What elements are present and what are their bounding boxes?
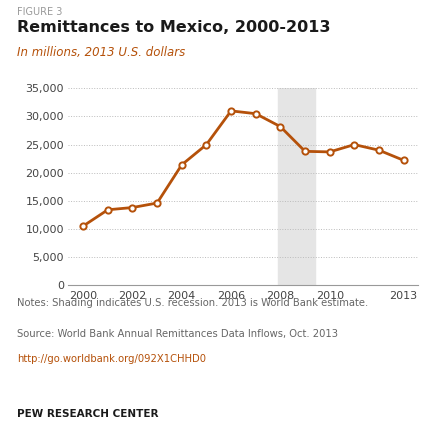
Bar: [277, 88, 314, 285]
Text: Notes: Shading indicates U.S. recession. 2013 is World Bank estimate.: Notes: Shading indicates U.S. recession.…: [17, 298, 368, 309]
Text: Remittances to Mexico, 2000-2013: Remittances to Mexico, 2000-2013: [17, 20, 330, 35]
Text: http://go.worldbank.org/092X1CHHD0: http://go.worldbank.org/092X1CHHD0: [17, 354, 206, 364]
Text: PEW RESEARCH CENTER: PEW RESEARCH CENTER: [17, 409, 158, 419]
Text: Source: World Bank Annual Remittances Data Inflows, Oct. 2013: Source: World Bank Annual Remittances Da…: [17, 329, 337, 339]
Text: In millions, 2013 U.S. dollars: In millions, 2013 U.S. dollars: [17, 46, 185, 59]
Text: FIGURE 3: FIGURE 3: [17, 7, 62, 17]
